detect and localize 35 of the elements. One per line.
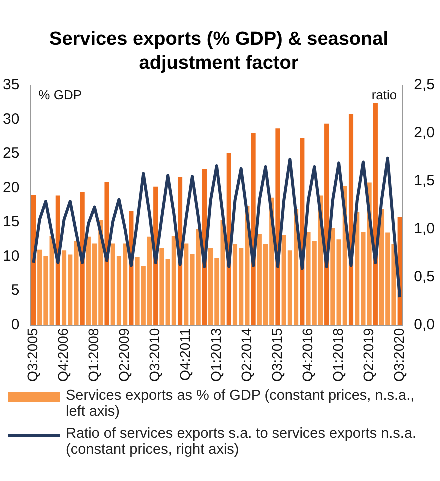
y-tick-label: 0	[11, 316, 20, 334]
x-tick-label: Q1:2018	[330, 328, 346, 382]
y-tick-label: 5	[11, 282, 20, 300]
y2-tick-label: 2,0	[414, 124, 436, 142]
y2-tick-label: 0,0	[414, 316, 436, 334]
x-tick-label: Q2:2009	[116, 328, 132, 382]
x-tick-label: Q3:2010	[146, 328, 163, 382]
y-tick-label: 35	[2, 76, 20, 94]
y-tick-label: 20	[2, 179, 20, 196]
x-tick-label: Q2:2014	[238, 328, 254, 382]
x-tick-label: Q2:2019	[360, 328, 376, 382]
y-tick-label: 10	[2, 248, 20, 265]
bar	[104, 182, 110, 326]
y2-tick-label: 2,5	[414, 76, 436, 94]
x-tick-label: Q1:2013	[208, 328, 224, 382]
y2-axis-title: ratio	[372, 88, 398, 103]
legend-label: Ratio of services exports s.a. to services exports n.s.a. (constant prices, right axis)	[66, 426, 418, 458]
x-tick-label: Q4:2016	[299, 328, 316, 382]
x-tick-label: Q4:2006	[55, 328, 72, 382]
y-tick-label: 30	[2, 110, 20, 128]
x-tick-label: Q1:2008	[86, 328, 102, 382]
x-tick-label: Q3:2005	[24, 328, 41, 382]
chart-title: Services exports (% GDP) & seasonal adjustment factor	[50, 29, 388, 74]
x-tick-label: Q3:2015	[268, 328, 285, 382]
y-axis-title: % GDP	[38, 88, 82, 103]
y2-tick-label: 1,5	[414, 172, 436, 190]
legend-label: Services exports as % of GDP (constant prices, n.s.a., left axis)	[66, 388, 416, 420]
y-tick-label: 25	[2, 145, 20, 162]
bar	[50, 236, 54, 326]
y2-tick-label: 1,0	[414, 220, 436, 238]
bar	[31, 195, 36, 326]
x-tick-label: Q4:2011	[177, 328, 194, 381]
y2-tick-label: 0,5	[414, 268, 436, 286]
y-tick-label: 15	[2, 214, 20, 231]
x-tick-label: Q3:2020	[390, 328, 407, 382]
